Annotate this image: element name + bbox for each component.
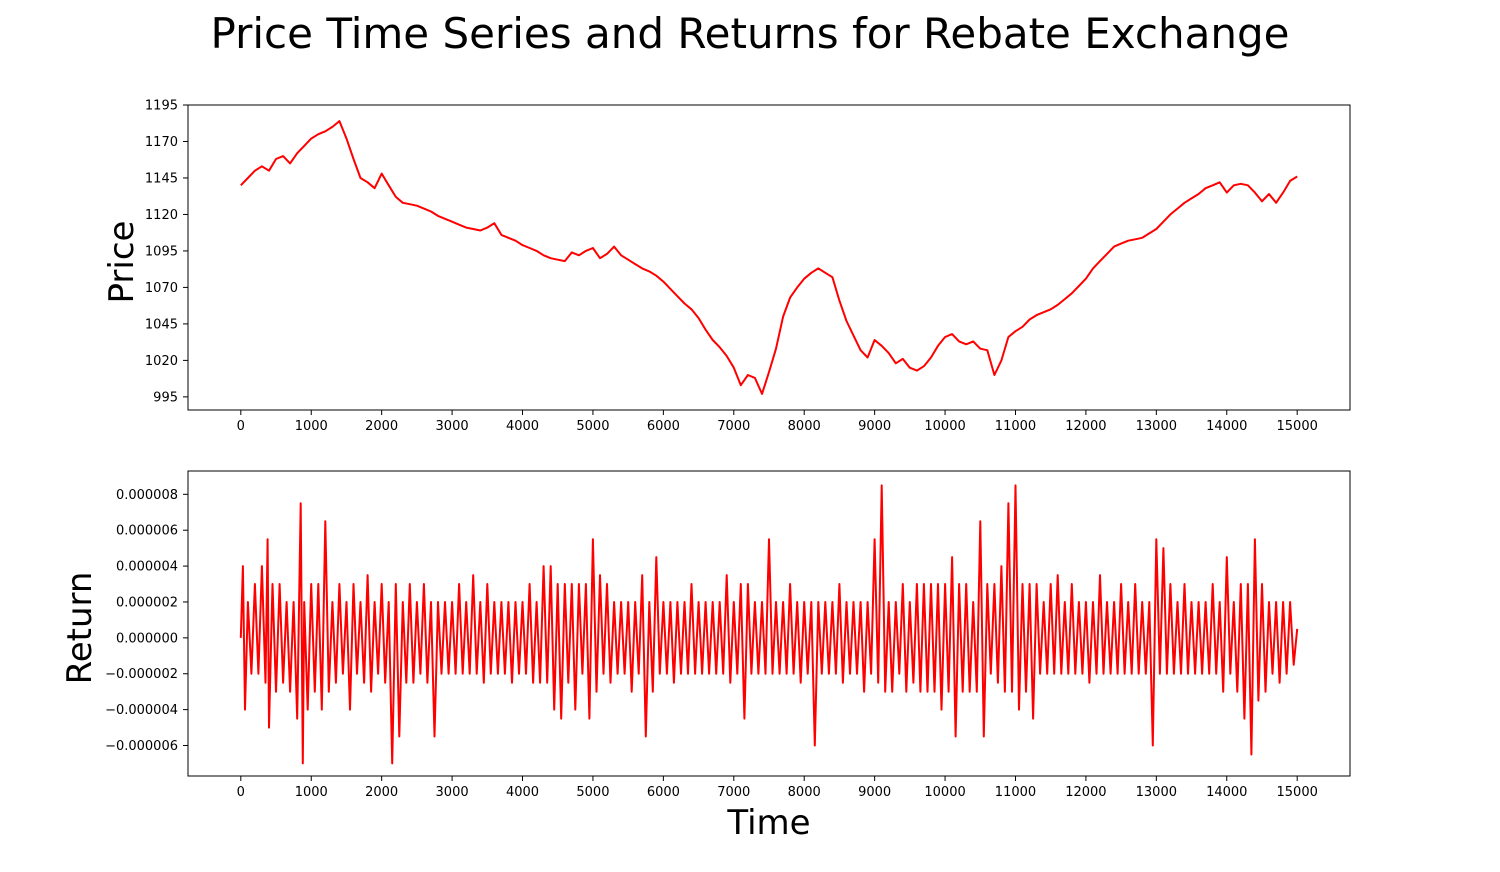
price-axes-frame bbox=[187, 104, 1351, 411]
return-x-tick-label: 14000 bbox=[1206, 785, 1247, 800]
price-x-tick-label: 7000 bbox=[717, 419, 750, 434]
price-x-tick-label: 14000 bbox=[1206, 419, 1247, 434]
return-y-tick-label: 0.000006 bbox=[116, 524, 178, 539]
return-y-tick-label: 0.000008 bbox=[116, 488, 178, 503]
return-x-tick-label: 4000 bbox=[506, 785, 539, 800]
price-x-tick-label: 12000 bbox=[1065, 419, 1106, 434]
return-series-line bbox=[239, 484, 1299, 765]
price-y-axis-label: Price bbox=[102, 221, 142, 304]
return-x-tick-label: 12000 bbox=[1065, 785, 1106, 800]
return-y-axis-label: Return bbox=[60, 572, 100, 685]
price-y-tick-label: 1120 bbox=[145, 208, 178, 223]
return-x-tick-label: 3000 bbox=[436, 785, 469, 800]
return-x-tick-label: 9000 bbox=[858, 785, 891, 800]
price-x-tick-label: 13000 bbox=[1136, 419, 1177, 434]
return-y-tick-label: 0.000002 bbox=[116, 595, 178, 610]
price-x-tick-label: 10000 bbox=[924, 419, 965, 434]
return-x-tick-label: 13000 bbox=[1136, 785, 1177, 800]
return-x-tick-label: 1000 bbox=[295, 785, 328, 800]
return-y-tick-label: −0.000002 bbox=[105, 667, 178, 682]
price-y-tick-label: 1195 bbox=[145, 99, 178, 114]
price-x-tick-label: 4000 bbox=[506, 419, 539, 434]
price-y-tick-label: 995 bbox=[153, 390, 178, 405]
price-x-tick-label: 11000 bbox=[995, 419, 1036, 434]
price-x-tick-label: 6000 bbox=[647, 419, 680, 434]
return-x-tick-label: 11000 bbox=[995, 785, 1036, 800]
price-y-tick-label: 1170 bbox=[145, 135, 178, 150]
time-x-axis-label: Time bbox=[726, 803, 810, 843]
return-x-tick-label: 15000 bbox=[1277, 785, 1318, 800]
price-x-tick-label: 0 bbox=[237, 419, 245, 434]
price-x-tick-label: 9000 bbox=[858, 419, 891, 434]
price-x-tick-label: 1000 bbox=[295, 419, 328, 434]
return-axes-frame bbox=[187, 470, 1351, 777]
price-x-tick-label: 5000 bbox=[576, 419, 609, 434]
return-x-tick-label: 7000 bbox=[717, 785, 750, 800]
return-x-tick-label: 6000 bbox=[647, 785, 680, 800]
return-y-tick-label: −0.000004 bbox=[105, 703, 178, 718]
price-x-tick-label: 3000 bbox=[436, 419, 469, 434]
price-x-tick-label: 15000 bbox=[1277, 419, 1318, 434]
price-y-tick-label: 1145 bbox=[145, 171, 178, 186]
return-y-tick-label: 0.000000 bbox=[116, 631, 178, 646]
price-x-tick-label: 2000 bbox=[365, 419, 398, 434]
return-panel: Return Time 0 1000 2000 3000 4000 5000 6000 700… bbox=[60, 470, 1351, 843]
price-x-tick-label: 8000 bbox=[788, 419, 821, 434]
price-panel: Price 0 1000 2000 3000 4000 5000 6000 7000 8000 9… bbox=[102, 99, 1351, 434]
price-y-tick-label: 1045 bbox=[145, 317, 178, 332]
return-x-tick-label: 2000 bbox=[365, 785, 398, 800]
price-y-tick-label: 1095 bbox=[145, 244, 178, 259]
return-y-tick-label: 0.000004 bbox=[116, 560, 178, 575]
price-y-tick-label: 1070 bbox=[145, 281, 178, 296]
return-x-tick-label: 8000 bbox=[788, 785, 821, 800]
price-y-tick-label: 1020 bbox=[145, 354, 178, 369]
return-x-tick-label: 5000 bbox=[576, 785, 609, 800]
return-x-tick-label: 0 bbox=[237, 785, 245, 800]
return-x-tick-label: 10000 bbox=[924, 785, 965, 800]
chart-title: Price Time Series and Returns for Rebate… bbox=[211, 9, 1290, 58]
price-series-line bbox=[240, 120, 1298, 395]
return-y-tick-label: −0.000006 bbox=[105, 739, 178, 754]
